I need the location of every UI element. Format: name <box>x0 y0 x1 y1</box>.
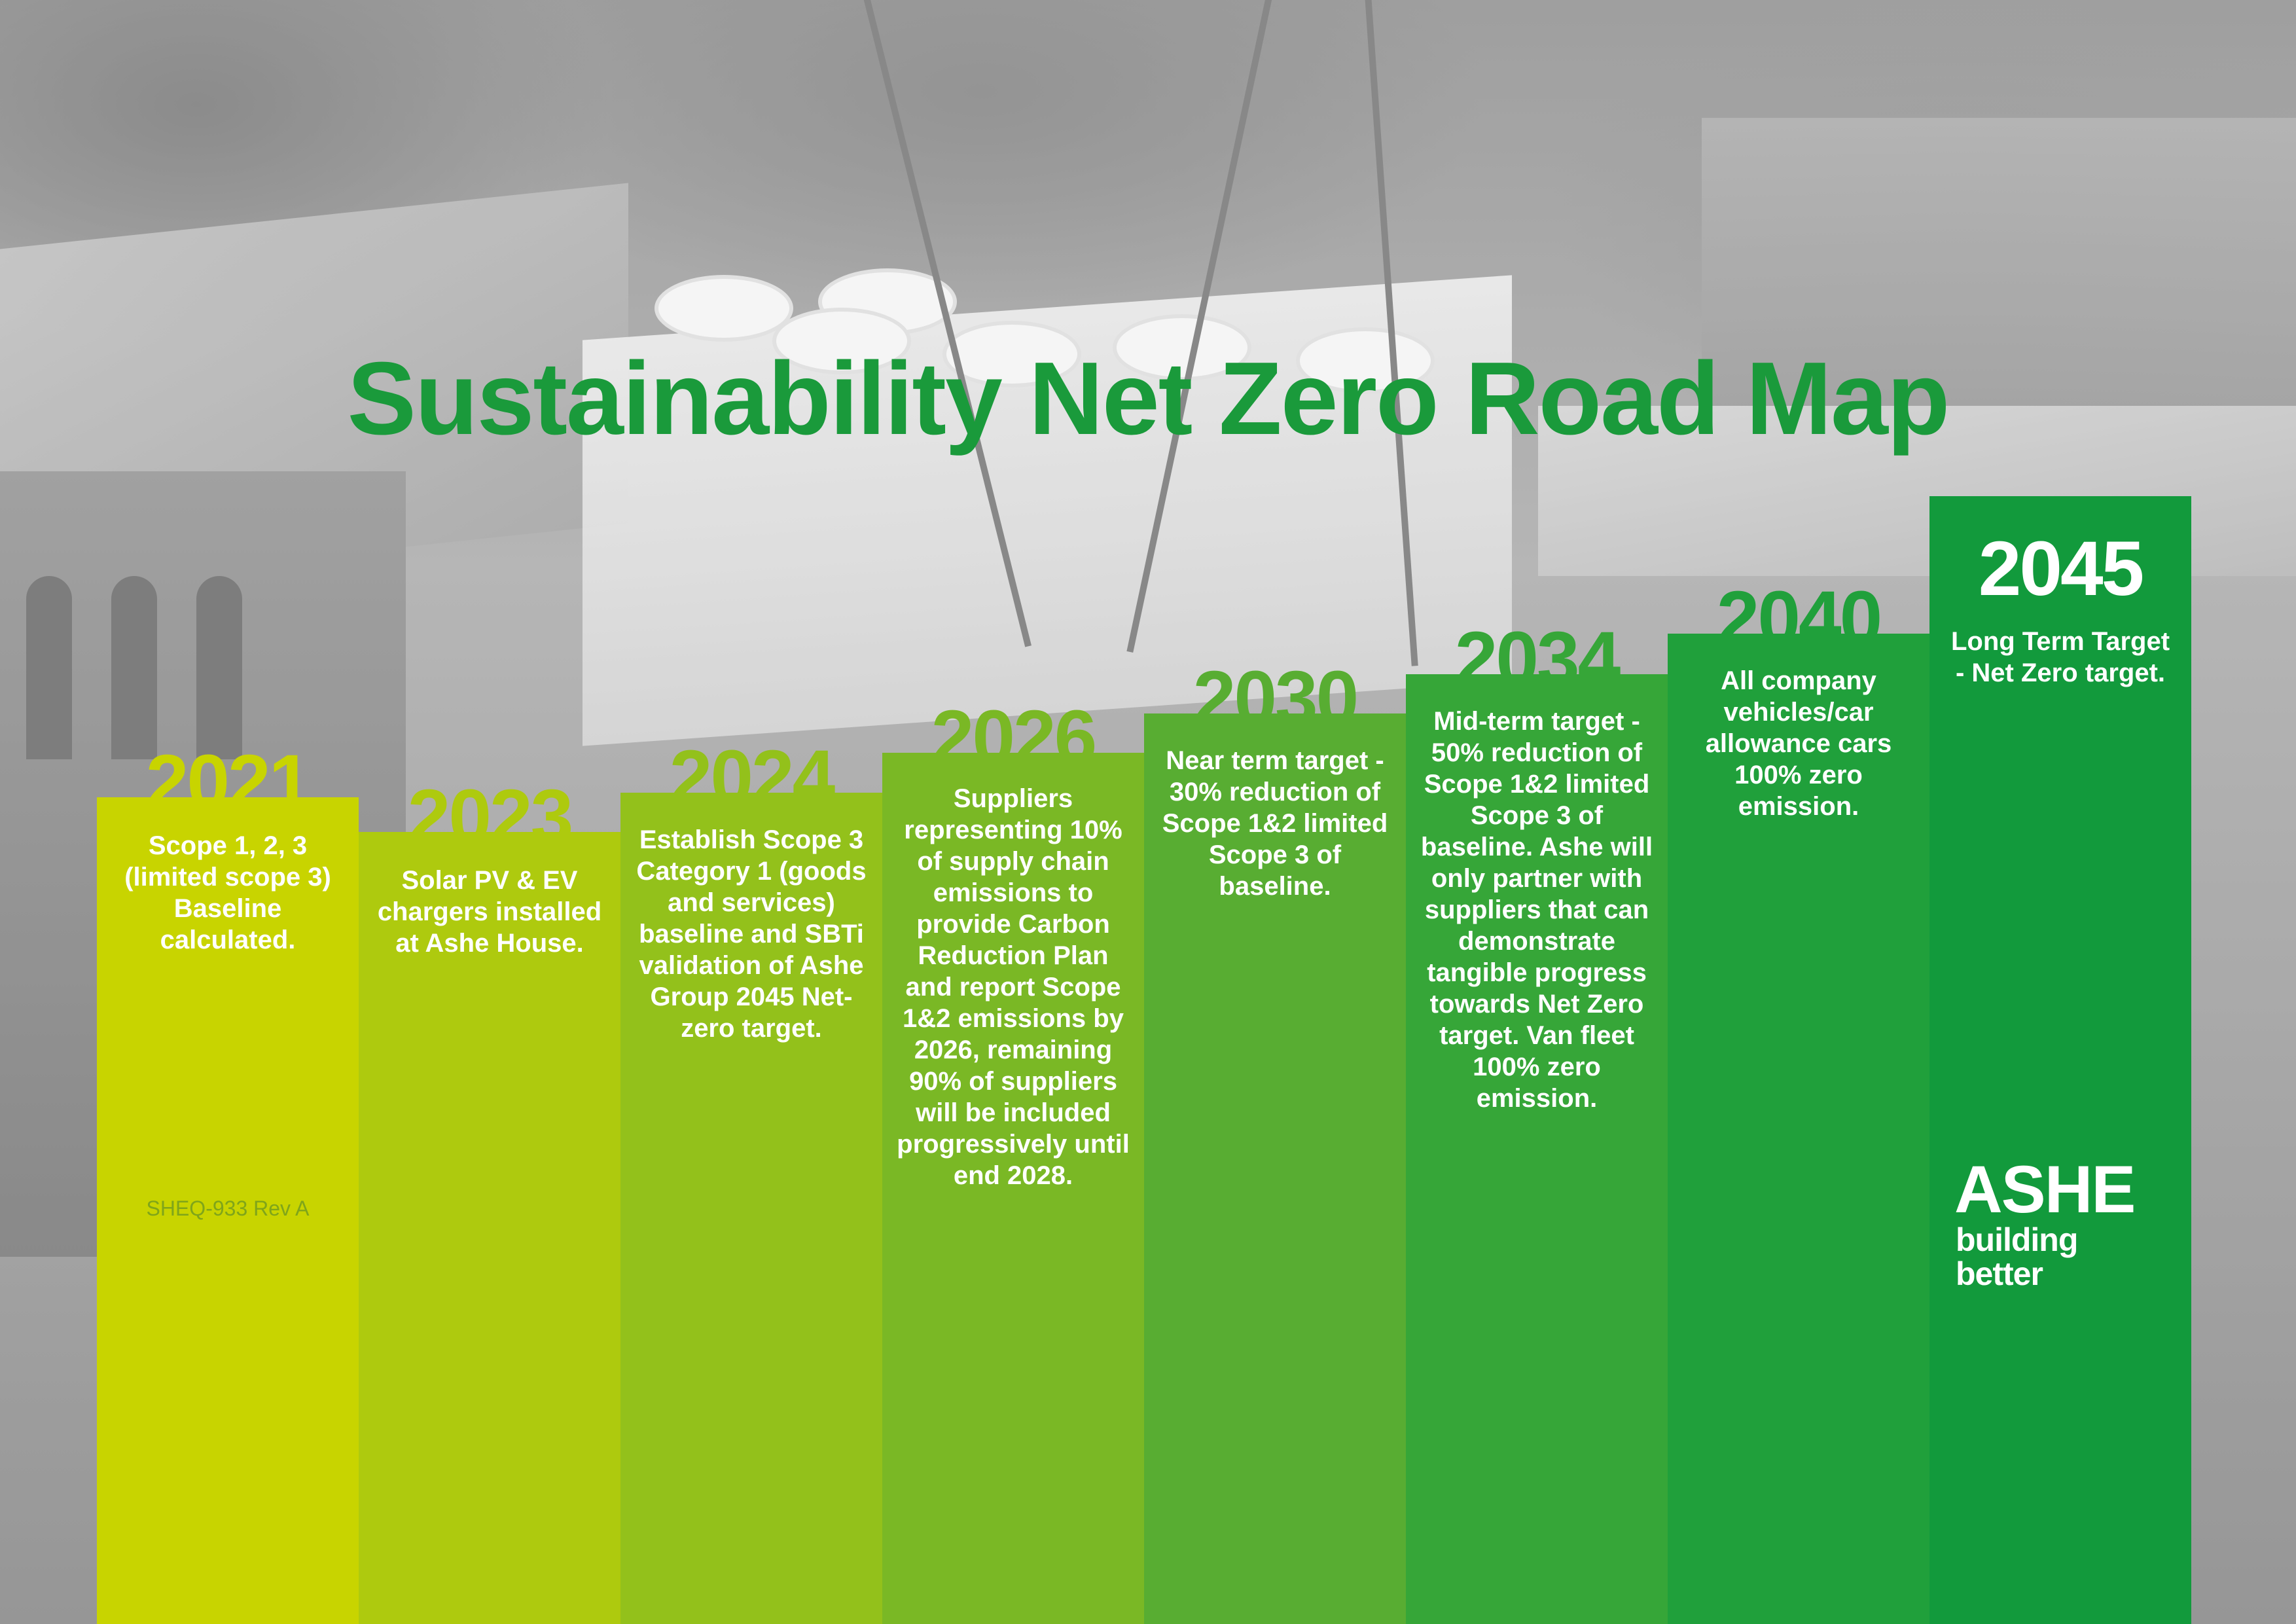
milestone-text: Mid-term target - 50% reduction of Scope… <box>1420 707 1653 1113</box>
milestone-2030: 2030 Near term target - 30% reduction of… <box>1144 660 1406 1624</box>
background-window <box>26 576 72 759</box>
milestone-bar: Near term target - 30% reduction of Scop… <box>1144 713 1406 1624</box>
ashe-logo: ASHE building better <box>1929 1156 2191 1291</box>
milestone-2045: 2045 Long Term Target - Net Zero target.… <box>1929 496 2191 1624</box>
milestone-2024: 2024 Establish Scope 3 Category 1 (goods… <box>620 739 882 1624</box>
background-fan <box>655 275 793 342</box>
background-window <box>111 576 157 759</box>
milestone-bar: Scope 1, 2, 3 (limited scope 3) Baseline… <box>97 797 359 1624</box>
milestone-text: Scope 1, 2, 3 (limited scope 3) Baseline… <box>124 831 331 954</box>
milestone-2034: 2034 Mid-term target - 50% reduction of … <box>1406 621 1668 1624</box>
milestone-text: Long Term Target - Net Zero target. <box>1950 627 2170 687</box>
milestone-2021: 2021 Scope 1, 2, 3 (limited scope 3) Bas… <box>97 744 359 1624</box>
background-fan <box>1296 327 1435 394</box>
milestone-text: All company vehicles/car allowance cars … <box>1705 666 1892 821</box>
background-fan <box>772 308 911 374</box>
milestone-text: Near term target - 30% reduction of Scop… <box>1162 746 1388 901</box>
milestone-text: Solar PV & EV chargers installed at Ashe… <box>377 866 602 958</box>
milestone-bar: Solar PV & EV chargers installed at Ashe… <box>359 832 620 1624</box>
logo-tagline-line1: building <box>1956 1221 2078 1258</box>
background-fan <box>1113 314 1251 381</box>
milestone-text: Suppliers representing 10% of supply cha… <box>897 784 1130 1190</box>
background-window <box>196 576 242 759</box>
document-reference: SHEQ-933 Rev A <box>146 1197 310 1220</box>
logo-tagline-line2: better <box>1956 1255 2043 1292</box>
milestone-bar: All company vehicles/car allowance cars … <box>1668 634 1929 1624</box>
milestone-bar: 2045 Long Term Target - Net Zero target.… <box>1929 496 2191 1624</box>
milestone-2026: 2026 Suppliers representing 10% of suppl… <box>882 699 1144 1624</box>
background-fan <box>942 321 1081 388</box>
milestone-year: 2045 <box>1978 526 2145 612</box>
milestone-text: Establish Scope 3 Category 1 (goods and … <box>636 825 867 1043</box>
milestone-bar: Mid-term target - 50% reduction of Scope… <box>1406 674 1668 1624</box>
milestone-bar: Establish Scope 3 Category 1 (goods and … <box>620 793 882 1624</box>
milestone-2023: 2023 Solar PV & EV chargers installed at… <box>359 778 620 1624</box>
page-title: Sustainability Net Zero Road Map <box>347 341 1950 456</box>
milestone-2040: 2040 All company vehicles/car allowance … <box>1668 580 1929 1624</box>
milestone-bar: Suppliers representing 10% of supply cha… <box>882 753 1144 1624</box>
logo-wordmark: ASHE <box>1954 1152 2136 1227</box>
